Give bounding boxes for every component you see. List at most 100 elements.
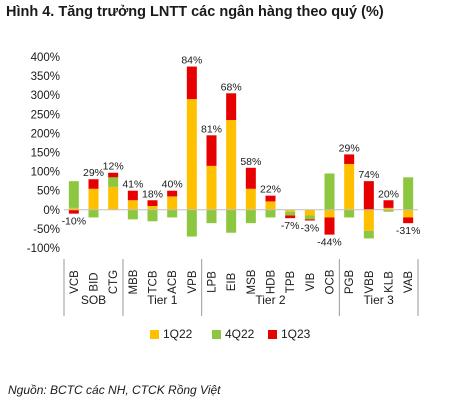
bar-1q22-vib [304, 209, 315, 216]
bar-1q22-ctg [108, 186, 119, 210]
bar-1q23-klb [383, 200, 394, 208]
y-tick-label: 300% [31, 90, 60, 102]
y-tick-label: 200% [31, 128, 60, 140]
bar-1q23-tpb [285, 215, 296, 219]
bar-4q22-ctg [108, 177, 119, 187]
x-tick-label-klb: KLB [384, 271, 396, 293]
bar-1q22-ocb [324, 209, 335, 218]
x-tick-label-vab: VAB [403, 271, 415, 293]
data-label-eib: 68% [221, 81, 242, 93]
chart-title: Hình 4. Tăng trưởng LNTT các ngân hàng t… [6, 4, 384, 20]
bar-1q23-msb [245, 167, 256, 189]
x-tick-label-tcb: TCB [148, 270, 160, 293]
data-label-acb: 40% [162, 179, 183, 191]
data-label-tpb: -7% [281, 220, 300, 232]
bar-1q22-eib [226, 120, 237, 210]
data-label-vib: -3% [300, 222, 319, 234]
bar-4q22-bid [88, 209, 99, 218]
bar-4q22-pgb [344, 209, 355, 218]
bar-1q22-vpb [186, 99, 197, 210]
y-tick-label: 250% [31, 109, 60, 121]
bar-4q22-hdb [265, 209, 276, 218]
x-tick-label-vib: VIB [305, 272, 317, 291]
group-label-sob: SOB [81, 293, 106, 307]
x-tick-label-bid: BID [89, 272, 101, 291]
data-label-ctg: 12% [103, 161, 124, 173]
y-tick-label: 0% [43, 205, 60, 217]
bar-1q23-vbb [363, 181, 374, 210]
bar-1q23-vab [403, 217, 414, 224]
x-tick-label-vpb: VPB [187, 270, 199, 293]
bar-1q23-bid [88, 179, 99, 189]
y-tick-label: 50% [37, 186, 60, 198]
y-tick-label: 350% [31, 71, 60, 83]
bar-1q23-eib [226, 93, 237, 121]
bar-1q22-tcb [147, 205, 158, 210]
x-tick-label-hdb: HDB [266, 270, 278, 295]
data-label-lpb: 81% [201, 123, 222, 135]
legend-label-1q22: 1Q22 [163, 327, 193, 341]
data-label-pgb: 29% [339, 142, 360, 154]
bar-1q23-hdb [265, 195, 276, 202]
bar-1q23-acb [167, 190, 178, 197]
y-tick-label: -50% [33, 224, 60, 236]
data-label-msb: 58% [240, 156, 261, 168]
x-tick-label-msb: MSB [246, 269, 258, 294]
source-note: Nguồn: BCTC các NH, CTCK Rồng Việt [8, 383, 221, 397]
bar-1q23-mbb [127, 190, 138, 201]
bar-1q22-hdb [265, 201, 276, 210]
legend-swatch-1q23 [268, 330, 277, 339]
x-tick-label-mbb: MBB [128, 269, 140, 294]
legend-swatch-1q22 [150, 330, 159, 339]
bar-1q23-ctg [108, 172, 119, 178]
bar-4q22-msb [245, 209, 256, 224]
bar-1q22-pgb [344, 163, 355, 210]
bar-4q22-vcb [68, 181, 79, 208]
data-label-vpb: 84% [181, 55, 202, 67]
bar-4q22-acb [167, 209, 178, 218]
bar-1q23-lpb [206, 135, 217, 166]
bar-1q22-vbb [363, 209, 374, 231]
bar-1q22-tpb [285, 209, 296, 212]
data-label-vcb: -10% [62, 216, 87, 228]
bar-4q22-ocb [324, 173, 335, 210]
legend-label-1q23: 1Q23 [281, 327, 311, 341]
data-label-tcb: 18% [142, 188, 163, 200]
bar-4q22-klb [383, 209, 394, 212]
bar-4q22-vib [304, 215, 315, 220]
group-label-tier-1: Tier 1 [147, 293, 178, 307]
bar-1q22-acb [167, 196, 178, 210]
bar-1q22-klb [383, 207, 394, 210]
bar-4q22-lpb [206, 209, 217, 224]
x-tick-label-tpb: TPB [285, 270, 297, 293]
data-label-hdb: 22% [260, 184, 281, 196]
bar-1q22-msb [245, 188, 256, 210]
bar-4q22-eib [226, 209, 237, 233]
data-label-mbb: 41% [122, 179, 143, 191]
x-tick-label-ctg: CTG [108, 270, 120, 294]
x-tick-label-pgb: PGB [344, 270, 356, 295]
data-label-vbb: 74% [358, 169, 379, 181]
bar-1q23-tcb [147, 200, 158, 206]
bar-4q22-mbb [127, 209, 138, 220]
bar-1q23-vpb [186, 66, 197, 100]
bar-4q22-tpb [285, 211, 296, 216]
y-tick-label: 100% [31, 167, 60, 179]
x-tick-label-acb: ACB [167, 270, 179, 294]
stacked-bar-chart: -100% -50% 0% 50% 100% 150% 200% 250% 300% 350% 40… [27, 52, 421, 341]
y-tick-label: -100% [27, 243, 60, 255]
y-tick-label: 150% [31, 148, 60, 160]
bar-4q22-tcb [147, 209, 158, 222]
bar-1q23-vib [304, 219, 315, 221]
group-label-tier-3: Tier 3 [364, 293, 395, 307]
bar-1q22-mbb [127, 200, 138, 210]
legend-label-4q22: 4Q22 [225, 327, 255, 341]
group-label-tier-2: Tier 2 [255, 293, 286, 307]
bar-4q22-vab [403, 177, 414, 210]
data-label-klb: 20% [378, 188, 399, 200]
y-tick-label: 400% [31, 52, 60, 64]
x-tick-label-lpb: LPB [207, 271, 219, 293]
bar-1q23-ocb [324, 217, 335, 235]
data-label-ocb: -44% [317, 237, 342, 249]
x-tick-label-vcb: VCB [69, 270, 81, 294]
